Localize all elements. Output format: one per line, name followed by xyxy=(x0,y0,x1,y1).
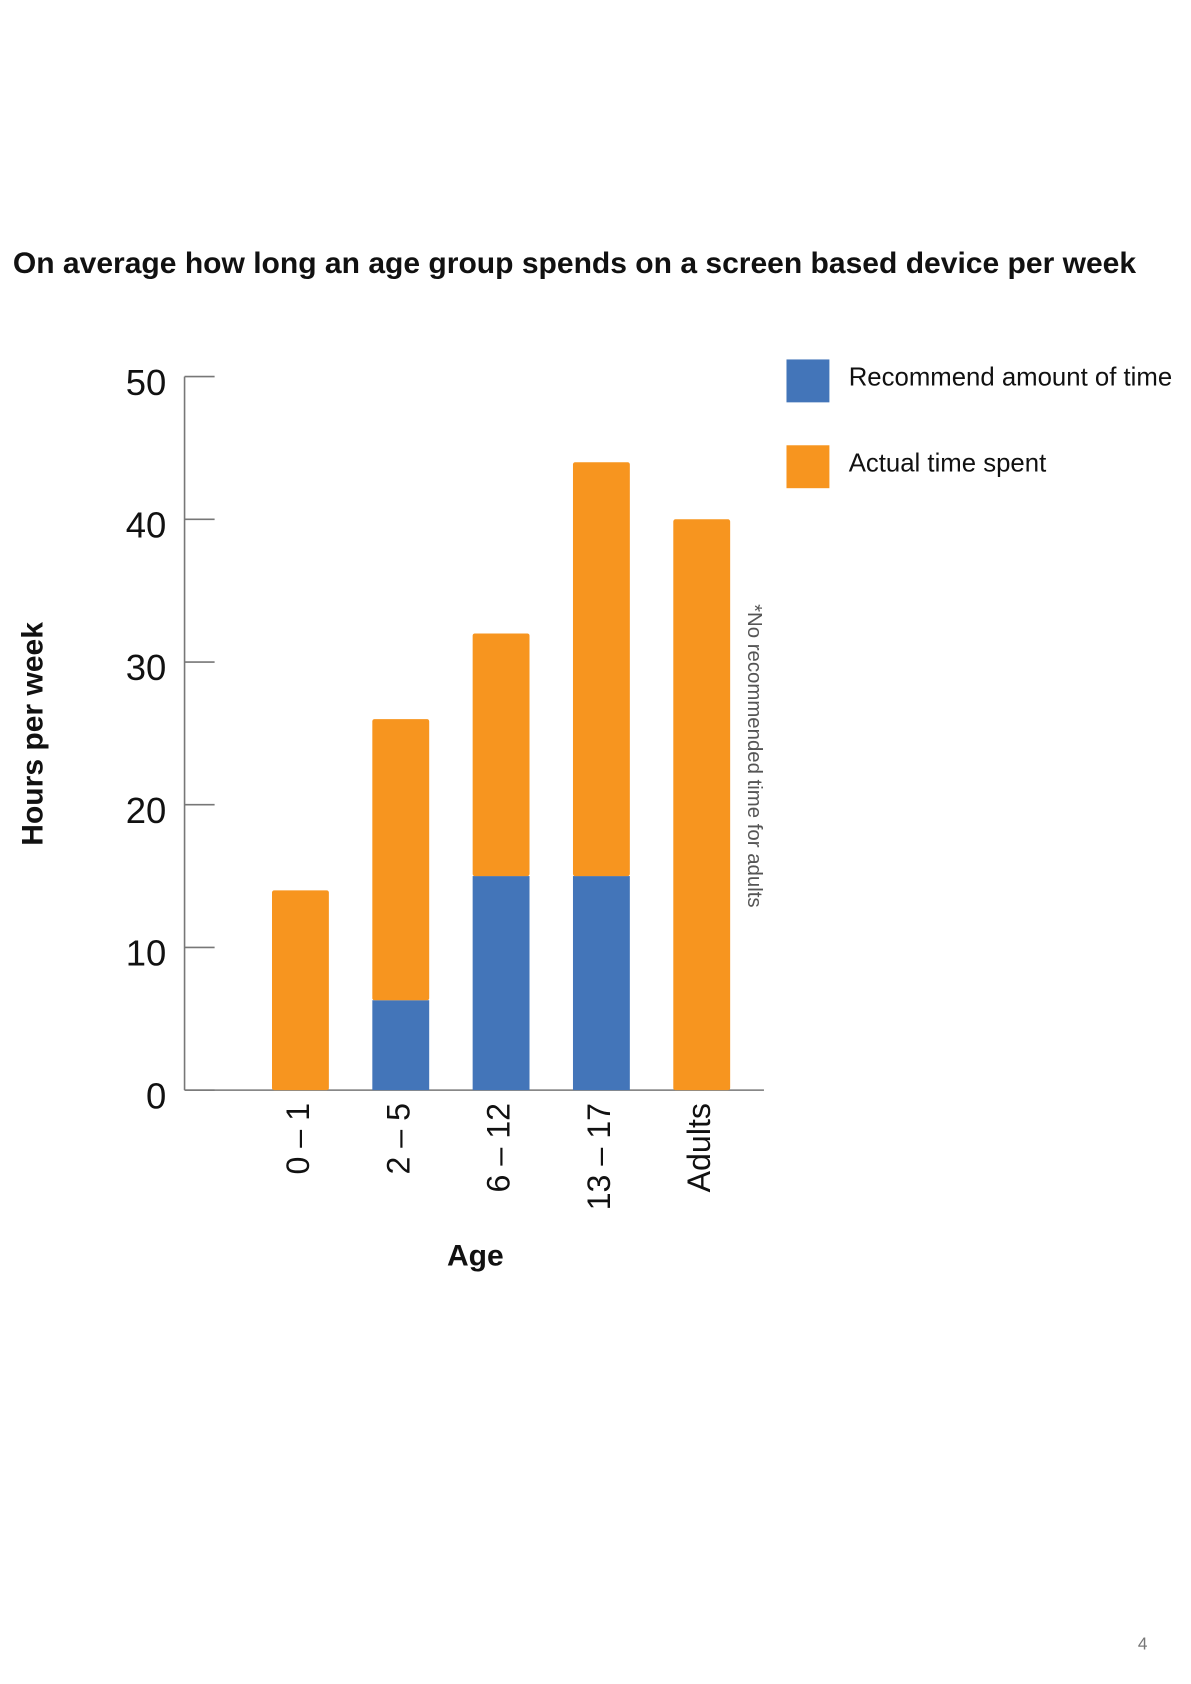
bar-segment xyxy=(372,719,430,1001)
y-tick-label: 10 xyxy=(126,933,167,974)
annotation: *No recommended time for adults xyxy=(743,604,765,908)
legend-swatch xyxy=(786,359,830,403)
y-axis-label: Hours per week xyxy=(16,622,49,846)
chart-title: On average how long an age group spends … xyxy=(13,247,1136,280)
y-tick-label: 20 xyxy=(126,790,167,831)
bar-segment xyxy=(572,462,630,877)
y-tick-label: 50 xyxy=(126,362,167,403)
legend-label: Recommend amount of time xyxy=(849,364,1172,392)
legend-swatch xyxy=(786,445,830,489)
bar-segment xyxy=(472,876,530,1091)
y-tick-label: 30 xyxy=(126,647,167,688)
x-tick-label: 2 – 5 xyxy=(380,1103,416,1175)
x-tick-label: Adults xyxy=(681,1103,717,1192)
x-tick-label: 13 – 17 xyxy=(581,1103,617,1210)
legend-label: Actual time spent xyxy=(849,449,1047,477)
page-number: 4 xyxy=(1138,1633,1148,1653)
x-tick-label: 6 – 12 xyxy=(481,1103,517,1192)
bar-segment xyxy=(472,633,530,877)
y-tick-label: 40 xyxy=(126,505,167,546)
x-axis-label: Age xyxy=(447,1239,504,1272)
x-tick-label: 0 – 1 xyxy=(280,1103,316,1175)
bar-segment xyxy=(372,1000,430,1091)
bar-segment xyxy=(272,890,329,1091)
bar-segment xyxy=(673,519,731,1091)
bar-segment xyxy=(572,876,630,1091)
y-tick-label: 0 xyxy=(146,1075,166,1116)
